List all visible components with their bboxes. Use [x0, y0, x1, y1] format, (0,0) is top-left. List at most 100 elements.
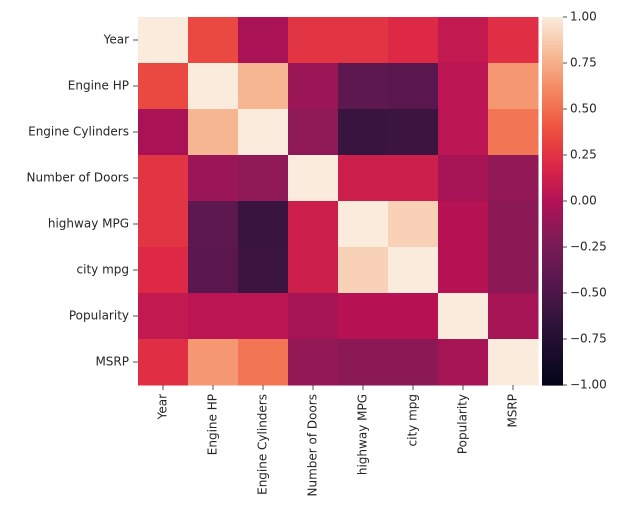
heatmap-cell — [188, 63, 239, 110]
colorbar-segment — [542, 265, 563, 270]
colorbar-segment — [542, 59, 563, 64]
colorbar-segment — [542, 32, 563, 36]
colorbar-segment — [542, 102, 563, 107]
y-tick-label: Engine Cylinders — [28, 125, 129, 139]
heatmap-cell — [238, 155, 289, 202]
colorbar-segment — [542, 351, 563, 355]
colorbar: 1.00 0.75 0.50 0.25 0.00 −0.25 −0.50 −0.75 −1.00 — [542, 10, 607, 392]
heatmap-cell — [488, 17, 539, 64]
colorbar-segment — [542, 164, 563, 168]
colorbar-segment — [542, 87, 563, 92]
colorbar-segment — [542, 289, 563, 294]
colorbar-segment — [542, 256, 563, 260]
heatmap-cell — [138, 63, 189, 110]
heatmap-cell — [188, 109, 239, 156]
heatmap-cell — [488, 247, 539, 294]
colorbar-segment — [542, 197, 563, 202]
colorbar-segment — [542, 139, 563, 144]
heatmap-cell — [238, 293, 289, 340]
heatmap-cell — [288, 155, 339, 202]
colorbar-segment — [542, 176, 563, 181]
heatmap-cell — [388, 247, 439, 294]
colorbar-segment — [542, 23, 563, 27]
colorbar-tick-label: −0.75 — [570, 332, 607, 346]
x-tick-label: city mpg — [406, 394, 420, 446]
colorbar-segment — [542, 234, 563, 239]
heatmap-cell — [188, 339, 239, 386]
colorbar-segment — [542, 366, 563, 371]
heatmap-cell — [438, 17, 489, 64]
colorbar-segment — [542, 216, 563, 220]
heatmap-cell — [188, 17, 239, 64]
heatmap-cell — [338, 155, 389, 202]
colorbar-segment — [542, 360, 563, 365]
colorbar-segment — [542, 314, 563, 319]
colorbar-segment — [542, 194, 563, 199]
colorbar-segment — [542, 305, 563, 309]
colorbar-segment — [542, 308, 563, 312]
colorbar-segment — [542, 105, 563, 110]
colorbar-segment — [542, 29, 563, 33]
colorbar-segment — [542, 210, 563, 214]
heatmap-cell — [238, 17, 289, 64]
heatmap-cell — [238, 63, 289, 110]
heatmap-cell — [488, 63, 539, 110]
colorbar-segment — [542, 133, 563, 138]
x-tick-label: Year — [156, 394, 170, 420]
heatmap-cell — [488, 293, 539, 340]
colorbar-segment — [542, 127, 563, 132]
colorbar-tick-label: −0.25 — [570, 240, 607, 254]
colorbar-segment — [542, 17, 563, 21]
colorbar-segment — [542, 228, 563, 233]
heatmap-cell — [138, 201, 189, 248]
heatmap-cell — [188, 155, 239, 202]
colorbar-segment — [542, 320, 563, 325]
heatmap-cell — [438, 109, 489, 156]
heatmap-cell — [288, 247, 339, 294]
colorbar-segment — [542, 259, 563, 263]
heatmap-cell — [138, 247, 189, 294]
x-tick-label: Engine HP — [206, 394, 220, 455]
colorbar-segment — [542, 357, 563, 362]
colorbar-segment — [542, 381, 563, 386]
heatmap-cell — [388, 63, 439, 110]
colorbar-segment — [542, 271, 563, 276]
colorbar-segment — [542, 112, 563, 116]
colorbar-segment — [542, 179, 563, 184]
y-tick-label: Engine HP — [68, 79, 129, 93]
colorbar-segment — [542, 155, 563, 159]
x-tick-label: Popularity — [456, 394, 470, 454]
y-tick-label: Year — [103, 33, 129, 47]
colorbar-segment — [542, 44, 563, 49]
colorbar-segment — [542, 280, 563, 285]
heatmap-cell — [338, 293, 389, 340]
colorbar-segment — [542, 274, 563, 279]
heatmap-cell — [138, 17, 189, 64]
heatmap-cell — [338, 339, 389, 386]
colorbar-segment — [542, 99, 563, 104]
colorbar-segment — [542, 56, 563, 61]
y-tick-label: Popularity — [69, 309, 129, 323]
colorbar-segment — [542, 363, 563, 368]
y-tick-label: highway MPG — [48, 217, 129, 231]
colorbar-segment — [542, 354, 563, 358]
colorbar-tick-label: −0.50 — [570, 286, 607, 300]
colorbar-segment — [542, 299, 563, 303]
colorbar-segment — [542, 339, 563, 343]
colorbar-segment — [542, 115, 563, 119]
colorbar-segment — [542, 225, 563, 230]
colorbar-segment — [542, 78, 563, 82]
colorbar-segment — [542, 96, 563, 101]
colorbar-segment — [542, 185, 563, 190]
colorbar-segment — [542, 283, 563, 288]
colorbar-segment — [542, 118, 563, 122]
heatmap-cell — [488, 109, 539, 156]
colorbar-segment — [542, 145, 563, 150]
heatmap-cell — [438, 201, 489, 248]
heatmap-cell — [188, 293, 239, 340]
colorbar-segment — [542, 332, 563, 337]
heatmap-cells — [138, 17, 539, 386]
colorbar-segment — [542, 201, 563, 205]
x-tick-label: MSRP — [506, 394, 520, 428]
colorbar-segment — [542, 323, 563, 328]
